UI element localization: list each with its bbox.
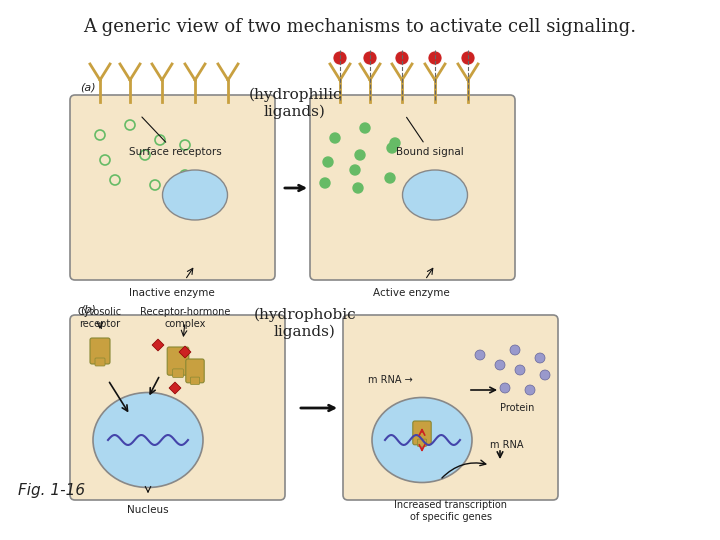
Circle shape bbox=[330, 133, 340, 143]
Text: Surface receptors: Surface receptors bbox=[129, 117, 221, 157]
Circle shape bbox=[390, 138, 400, 148]
Text: (hydrophobic
ligands): (hydrophobic ligands) bbox=[253, 308, 356, 339]
Circle shape bbox=[475, 350, 485, 360]
Text: Fig. 1-16: Fig. 1-16 bbox=[18, 483, 85, 497]
FancyBboxPatch shape bbox=[167, 347, 189, 375]
FancyBboxPatch shape bbox=[70, 95, 275, 280]
Circle shape bbox=[320, 178, 330, 188]
FancyBboxPatch shape bbox=[343, 315, 558, 500]
Circle shape bbox=[360, 123, 370, 133]
Circle shape bbox=[350, 165, 360, 175]
Circle shape bbox=[428, 51, 442, 65]
Text: Receptor-hormone
complex: Receptor-hormone complex bbox=[140, 307, 230, 329]
Circle shape bbox=[363, 51, 377, 65]
Circle shape bbox=[385, 173, 395, 183]
Circle shape bbox=[525, 385, 535, 395]
Text: A generic view of two mechanisms to activate cell signaling.: A generic view of two mechanisms to acti… bbox=[84, 18, 636, 36]
Ellipse shape bbox=[93, 393, 203, 488]
Ellipse shape bbox=[372, 397, 472, 483]
Circle shape bbox=[510, 345, 520, 355]
FancyBboxPatch shape bbox=[310, 95, 515, 280]
FancyBboxPatch shape bbox=[95, 358, 105, 366]
Text: (a): (a) bbox=[80, 83, 96, 93]
Circle shape bbox=[395, 51, 409, 65]
FancyBboxPatch shape bbox=[190, 377, 199, 384]
Text: Protein: Protein bbox=[500, 403, 534, 413]
Text: Increased transcription
of specific genes: Increased transcription of specific gene… bbox=[395, 500, 508, 522]
FancyBboxPatch shape bbox=[186, 359, 204, 383]
Circle shape bbox=[353, 183, 363, 193]
FancyBboxPatch shape bbox=[418, 439, 426, 447]
Circle shape bbox=[387, 143, 397, 153]
Text: Inactive enzyme: Inactive enzyme bbox=[129, 288, 215, 298]
Text: (hydrophilic
ligands): (hydrophilic ligands) bbox=[248, 88, 342, 119]
FancyBboxPatch shape bbox=[413, 421, 431, 445]
Text: Active enzyme: Active enzyme bbox=[373, 288, 449, 298]
Text: m RNA: m RNA bbox=[490, 440, 523, 450]
Text: m RNA →: m RNA → bbox=[368, 375, 413, 385]
FancyBboxPatch shape bbox=[70, 315, 285, 500]
FancyBboxPatch shape bbox=[173, 369, 184, 377]
Ellipse shape bbox=[163, 170, 228, 220]
Ellipse shape bbox=[402, 170, 467, 220]
Circle shape bbox=[355, 150, 365, 160]
Circle shape bbox=[540, 370, 550, 380]
Text: Bound signal: Bound signal bbox=[396, 117, 464, 157]
Circle shape bbox=[495, 360, 505, 370]
Circle shape bbox=[461, 51, 475, 65]
Text: (b): (b) bbox=[80, 305, 96, 315]
Text: Cytosolic
receptor: Cytosolic receptor bbox=[78, 307, 122, 329]
Circle shape bbox=[515, 365, 525, 375]
Circle shape bbox=[333, 51, 347, 65]
Text: Nucleus: Nucleus bbox=[127, 505, 168, 515]
Circle shape bbox=[535, 353, 545, 363]
Circle shape bbox=[323, 157, 333, 167]
FancyBboxPatch shape bbox=[90, 338, 110, 364]
Circle shape bbox=[500, 383, 510, 393]
